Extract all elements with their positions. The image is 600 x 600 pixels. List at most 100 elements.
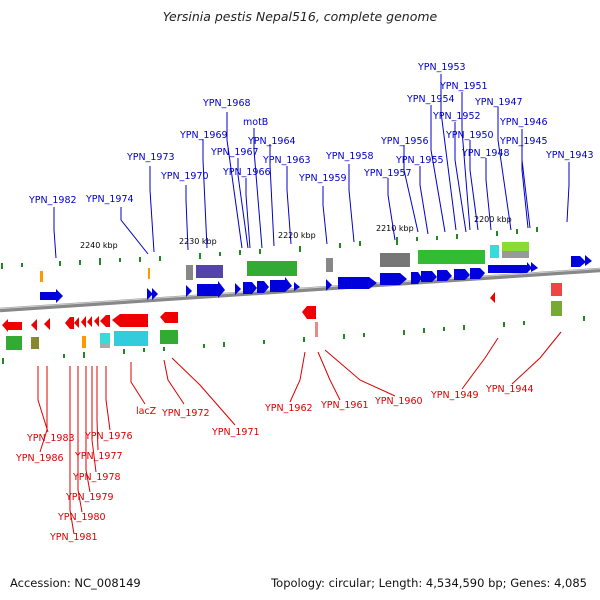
gene-label[interactable]: YPN_1974 bbox=[85, 194, 134, 205]
gene-label[interactable]: YPN_1951 bbox=[439, 81, 488, 92]
gene-label[interactable]: YPN_1983 bbox=[26, 433, 75, 444]
forward-gene-arrow[interactable] bbox=[380, 273, 407, 285]
gene-label[interactable]: YPN_1954 bbox=[406, 94, 455, 105]
forward-gene-arrow[interactable] bbox=[235, 283, 241, 295]
gene-label[interactable]: YPN_1977 bbox=[74, 451, 123, 462]
leader-line bbox=[485, 158, 492, 231]
gene-label[interactable]: YPN_1960 bbox=[374, 396, 423, 407]
forward-gene-arrow[interactable] bbox=[437, 270, 452, 281]
gene-label[interactable]: YPN_1952 bbox=[432, 111, 481, 122]
forward-gene-labels: YPN_1953 YPN_1951 YPN_1954 YPN_1952 YPN_… bbox=[28, 62, 594, 206]
gene-label[interactable]: YPN_1973 bbox=[126, 152, 175, 163]
leader-line bbox=[69, 366, 75, 535]
gene-label[interactable]: YPN_1946 bbox=[499, 117, 548, 128]
gene-label[interactable]: YPN_1970 bbox=[160, 171, 209, 182]
gene-label[interactable]: YPN_1981 bbox=[49, 532, 98, 543]
forward-gene-arrow[interactable] bbox=[411, 272, 422, 284]
gene-label[interactable]: YPN_1963 bbox=[262, 155, 311, 166]
reverse-gene-arrow[interactable] bbox=[74, 317, 79, 328]
gene-label[interactable]: YPN_1956 bbox=[380, 136, 429, 147]
feature-block bbox=[100, 343, 110, 348]
leader-line bbox=[521, 149, 529, 229]
leader-line bbox=[245, 178, 251, 249]
gene-label[interactable]: YPN_1958 bbox=[325, 151, 374, 162]
forward-gene-arrow[interactable] bbox=[470, 268, 485, 279]
reverse-gene-arrow[interactable] bbox=[94, 316, 99, 327]
gene-label[interactable]: lacZ bbox=[136, 406, 157, 417]
forward-gene-arrow[interactable] bbox=[186, 285, 192, 297]
gene-label[interactable]: YPN_1948 bbox=[461, 148, 510, 159]
leader-line bbox=[149, 166, 155, 253]
reverse-gene-arrow[interactable] bbox=[81, 316, 86, 328]
feature-block bbox=[380, 253, 410, 267]
leader-line bbox=[96, 366, 99, 451]
accession-text: Accession: NC_008149 bbox=[10, 576, 141, 590]
leader-line bbox=[317, 351, 341, 401]
gene-label[interactable]: YPN_1968 bbox=[202, 98, 251, 109]
gene-label[interactable]: YPN_1957 bbox=[363, 168, 412, 179]
reverse-gene-arrow[interactable] bbox=[65, 317, 74, 329]
reverse-gene-arrow[interactable] bbox=[31, 319, 37, 331]
leader-line bbox=[289, 351, 306, 403]
gene-label[interactable]: YPN_1976 bbox=[84, 431, 133, 442]
reverse-gene-arrow[interactable] bbox=[100, 315, 110, 327]
gene-label[interactable]: YPN_1944 bbox=[485, 384, 534, 395]
forward-gene-arrow[interactable] bbox=[257, 281, 269, 293]
forward-gene-arrow[interactable] bbox=[326, 279, 332, 291]
reverse-gene-arrow[interactable] bbox=[112, 314, 148, 327]
gene-label[interactable]: YPN_1978 bbox=[72, 472, 121, 483]
gene-label[interactable]: YPN_1971 bbox=[211, 427, 260, 438]
leader-line bbox=[324, 349, 396, 397]
forward-gene-arrow[interactable] bbox=[270, 277, 292, 292]
gene-label[interactable]: YPN_1953 bbox=[417, 62, 466, 73]
gene-label[interactable]: motB bbox=[243, 117, 268, 128]
gene-label[interactable]: YPN_1949 bbox=[430, 390, 479, 401]
gene-label[interactable]: YPN_1967 bbox=[210, 147, 259, 158]
forward-gene-arrow[interactable] bbox=[40, 289, 63, 303]
forward-gene-arrow[interactable] bbox=[147, 288, 153, 300]
gene-label[interactable]: YPN_1943 bbox=[545, 150, 594, 161]
forward-gene-arrow[interactable] bbox=[338, 277, 377, 289]
forward-gene-arrow[interactable] bbox=[454, 269, 470, 280]
leader-line bbox=[440, 74, 457, 231]
reverse-gene-arrow[interactable] bbox=[44, 318, 50, 330]
gene-label[interactable]: YPN_1986 bbox=[15, 453, 64, 464]
reverse-gene-arrow[interactable] bbox=[160, 312, 178, 323]
reverse-gene-arrow[interactable] bbox=[2, 319, 22, 332]
reverse-gene-arrow[interactable] bbox=[87, 316, 92, 327]
feature-block bbox=[82, 336, 86, 348]
scale-label-2200: 2200 kbp bbox=[474, 215, 512, 224]
gene-label[interactable]: YPN_1959 bbox=[298, 173, 347, 184]
forward-gene-arrow[interactable] bbox=[488, 262, 532, 273]
gene-label[interactable]: YPN_1950 bbox=[445, 130, 494, 141]
forward-gene-arrow[interactable] bbox=[294, 282, 300, 291]
scale-label-2230: 2230 kbp bbox=[179, 237, 217, 246]
forward-gene-arrow[interactable] bbox=[421, 271, 437, 282]
leader-line bbox=[163, 359, 185, 405]
forward-gene-arrow[interactable] bbox=[152, 288, 158, 300]
leader-line bbox=[105, 366, 111, 431]
forward-gene-arrow[interactable] bbox=[571, 256, 586, 267]
gene-label[interactable]: YPN_1947 bbox=[474, 97, 523, 108]
gene-label[interactable]: YPN_1972 bbox=[161, 408, 210, 419]
gene-label[interactable]: YPN_1945 bbox=[499, 136, 548, 147]
leader-line bbox=[387, 178, 396, 241]
gene-label[interactable]: YPN_1964 bbox=[247, 136, 296, 147]
forward-gene-arrow[interactable] bbox=[531, 262, 538, 272]
forward-gene-arrow[interactable] bbox=[243, 282, 257, 294]
gene-label[interactable]: YPN_1980 bbox=[57, 512, 106, 523]
gene-label[interactable]: YPN_1955 bbox=[395, 155, 444, 166]
leader-line bbox=[185, 185, 189, 251]
gene-label[interactable]: YPN_1969 bbox=[179, 130, 228, 141]
forward-gene-arrow[interactable] bbox=[585, 255, 592, 266]
gene-label[interactable]: YPN_1979 bbox=[65, 492, 114, 503]
gene-label[interactable]: YPN_1966 bbox=[222, 167, 271, 178]
gene-label[interactable]: YPN_1982 bbox=[28, 195, 77, 206]
gene-label[interactable]: YPN_1962 bbox=[264, 403, 313, 414]
leader-line bbox=[461, 92, 471, 231]
gene-label[interactable]: YPN_1961 bbox=[320, 400, 369, 411]
reverse-gene-arrow[interactable] bbox=[490, 292, 495, 303]
reverse-gene-arrow[interactable] bbox=[302, 306, 316, 319]
forward-gene-arrow[interactable] bbox=[197, 281, 225, 298]
genome-backbone-highlight bbox=[0, 268, 600, 310]
